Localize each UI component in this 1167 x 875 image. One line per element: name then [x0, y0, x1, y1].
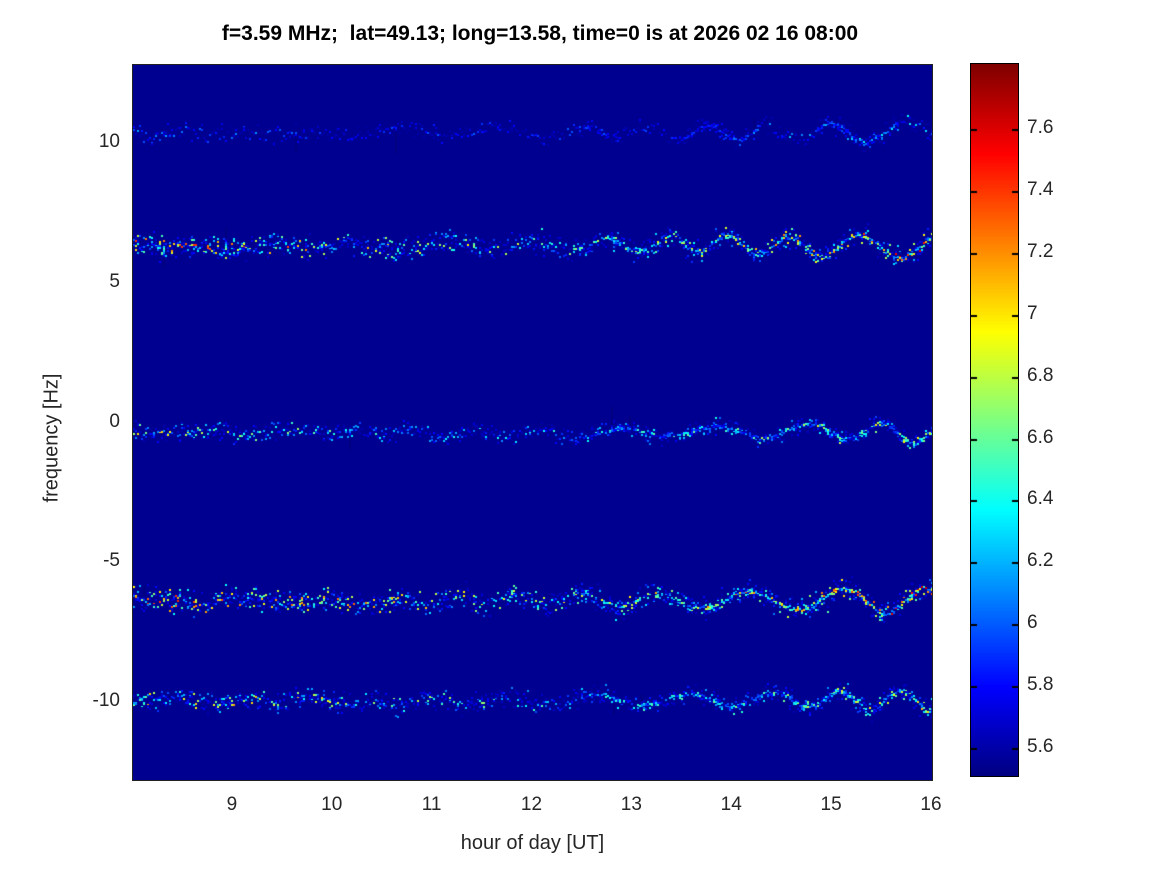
- colorbar-tick-label: 6.8: [1027, 364, 1054, 386]
- y-tick-label: -10: [92, 689, 120, 711]
- x-tick-label: 11: [421, 794, 442, 815]
- chart-title: f=3.59 MHz; lat=49.13; long=13.58, time=…: [221, 22, 859, 45]
- colorbar: [970, 63, 1019, 777]
- y-tick-label: -5: [103, 550, 120, 572]
- x-tick-label: 10: [321, 794, 343, 815]
- y-tick-label: 0: [109, 410, 120, 432]
- colorbar-tick-label: 7.4: [1027, 178, 1054, 200]
- colorbar-tick-label: 6: [1027, 612, 1038, 634]
- colorbar-tick-label: 6.6: [1027, 426, 1054, 448]
- y-axis-label-text: frequency [Hz]: [40, 373, 63, 503]
- x-axis-label: hour of day [UT]: [460, 832, 605, 854]
- colorbar-tick-label: 6.4: [1027, 488, 1054, 510]
- x-tick-label: 9: [226, 794, 238, 815]
- x-tick-label: 12: [520, 794, 543, 815]
- x-tick-label: 13: [620, 794, 642, 815]
- colorbar-tick-label: 6.2: [1027, 550, 1054, 572]
- y-tick-label: 10: [98, 131, 120, 153]
- x-tick-label: 14: [720, 794, 742, 815]
- colorbar-tick-label: 7: [1027, 302, 1038, 324]
- colorbar-tick-label: 7.6: [1027, 117, 1054, 138]
- colorbar-tick-label: 5.8: [1027, 674, 1054, 696]
- x-tick-label: 15: [820, 794, 842, 815]
- colorbar-tick-label: 5.6: [1027, 736, 1054, 758]
- colorbar-tick-label: 7.2: [1027, 240, 1054, 262]
- y-tick-label: 5: [109, 270, 120, 292]
- x-tick-label: 16: [920, 794, 942, 815]
- spectrogram-plot: [132, 64, 933, 781]
